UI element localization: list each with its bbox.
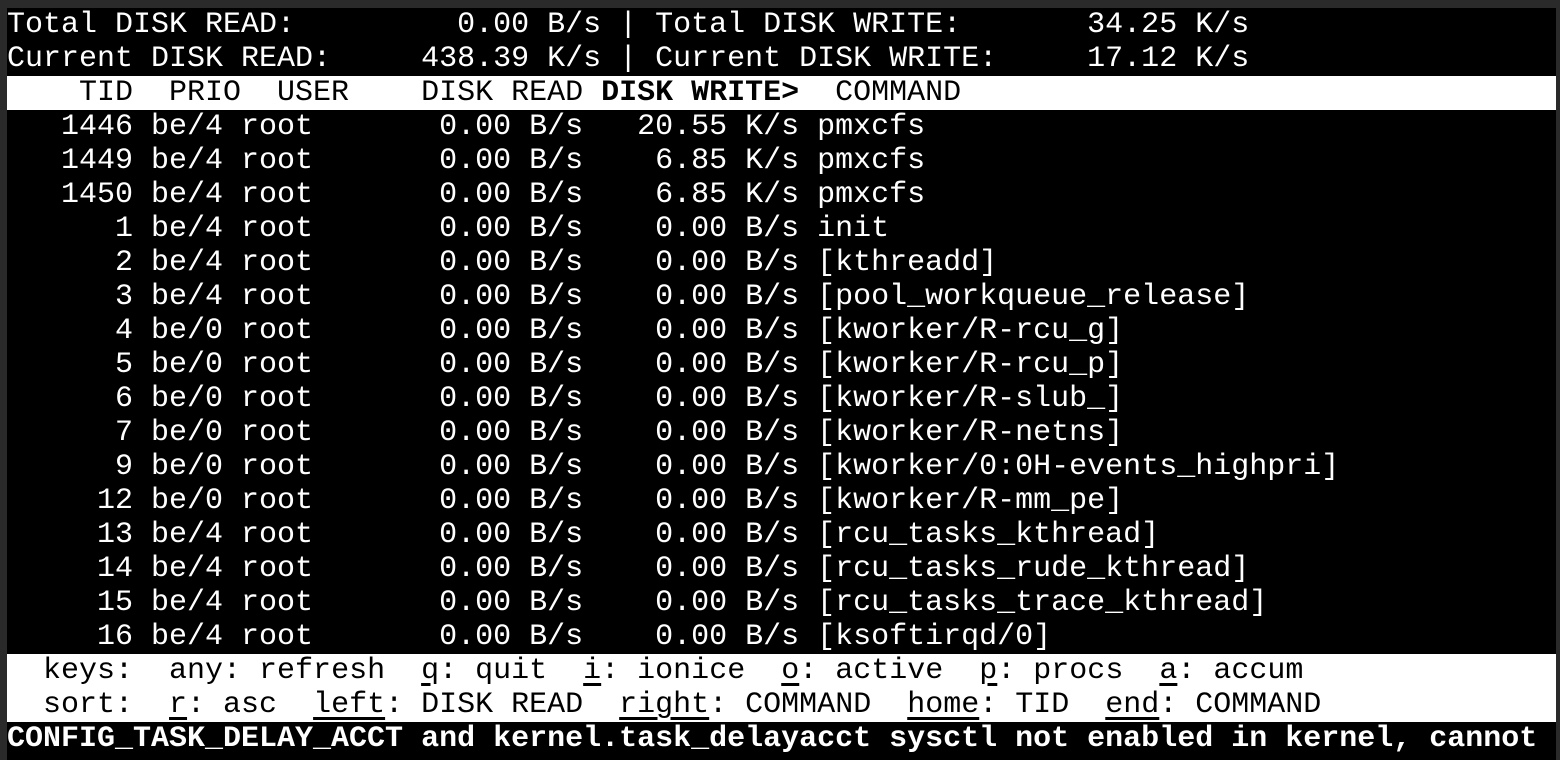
table-row: 1450 be/4 root 0.00 B/s 6.85 K/s pmxcfs <box>7 178 926 212</box>
table-row: 12 be/0 root 0.00 B/s 0.00 B/s [kworker/… <box>7 484 1124 518</box>
sort-shortcut-desc: : TID <box>979 688 1070 722</box>
key-shortcut-key: a <box>1159 654 1178 688</box>
header-command-column: COMMAND <box>799 76 962 110</box>
table-row: 13 be/4 root 0.00 B/s 0.00 B/s [rcu_task… <box>7 518 1160 552</box>
header-static-columns: TID PRIO USER DISK READ <box>7 76 602 110</box>
iotop-terminal: Total DISK READ: 0.00 B/s | Total DISK W… <box>7 8 1556 760</box>
sort-shortcut-desc: : DISK READ <box>385 688 584 722</box>
table-row: 1449 be/4 root 0.00 B/s 6.85 K/s pmxcfs <box>7 144 926 178</box>
key-shortcut-desc: : active <box>799 654 944 688</box>
table-row: 1 be/4 root 0.00 B/s 0.00 B/s init <box>7 212 890 246</box>
key-shortcut-desc: : quit <box>439 654 548 688</box>
key-shortcut-desc: : ionice <box>601 654 746 688</box>
key-shortcut-desc: : accum <box>1177 654 1304 688</box>
table-row: 1446 be/4 root 0.00 B/s 20.55 K/s pmxcfs <box>7 110 926 144</box>
table-row: 5 be/0 root 0.00 B/s 0.00 B/s [kworker/R… <box>7 348 1124 382</box>
sort-shortcut-key: r <box>169 688 188 722</box>
sort-help-line: sort: r: asc left: DISK READ right: COMM… <box>7 688 1556 722</box>
key-shortcut-key: q <box>421 654 440 688</box>
keys-help-line: keys: any: refresh q: quit i: ionice o: … <box>7 654 1556 688</box>
table-row: 15 be/4 root 0.00 B/s 0.00 B/s [rcu_task… <box>7 586 1268 620</box>
sort-shortcut-desc: : COMMAND <box>709 688 872 722</box>
table-row: 6 be/0 root 0.00 B/s 0.00 B/s [kworker/R… <box>7 382 1124 416</box>
header-sort-column: DISK WRITE> <box>601 76 800 110</box>
key-shortcut-key: o <box>781 654 800 688</box>
table-row: 16 be/4 root 0.00 B/s 0.00 B/s [ksoftirq… <box>7 620 1052 654</box>
table-row: 4 be/0 root 0.00 B/s 0.00 B/s [kworker/R… <box>7 314 1124 348</box>
table-row: 9 be/0 root 0.00 B/s 0.00 B/s [kworker/0… <box>7 450 1340 484</box>
sort-shortcut-key: left <box>313 688 386 722</box>
current-disk-line: Current DISK READ: 438.39 K/s | Current … <box>7 42 1250 76</box>
total-disk-line: Total DISK READ: 0.00 B/s | Total DISK W… <box>7 8 1250 42</box>
table-header-row: TID PRIO USER DISK READ DISK WRITE> COMM… <box>7 76 1556 110</box>
key-shortcut-key: p <box>979 654 998 688</box>
sort-shortcut-desc: : asc <box>187 688 278 722</box>
table-row: 7 be/0 root 0.00 B/s 0.00 B/s [kworker/R… <box>7 416 1124 450</box>
key-shortcut-key: any <box>169 654 224 688</box>
sort-shortcut-key: home <box>907 688 980 722</box>
sort-shortcut-key: end <box>1105 688 1160 722</box>
table-row: 14 be/4 root 0.00 B/s 0.00 B/s [rcu_task… <box>7 552 1250 586</box>
status-line: CONFIG_TASK_DELAY_ACCT and kernel.task_d… <box>7 722 1538 756</box>
process-table: 1446 be/4 root 0.00 B/s 20.55 K/s pmxcfs… <box>7 110 1556 654</box>
key-shortcut-key: i <box>583 654 602 688</box>
key-shortcut-desc: : procs <box>997 654 1124 688</box>
table-row: 2 be/4 root 0.00 B/s 0.00 B/s [kthreadd] <box>7 246 998 280</box>
sort-shortcut-desc: : COMMAND <box>1159 688 1322 722</box>
table-row: 3 be/4 root 0.00 B/s 0.00 B/s [pool_work… <box>7 280 1250 314</box>
key-shortcut-desc: : refresh <box>223 654 386 688</box>
sort-shortcut-key: right <box>619 688 710 722</box>
